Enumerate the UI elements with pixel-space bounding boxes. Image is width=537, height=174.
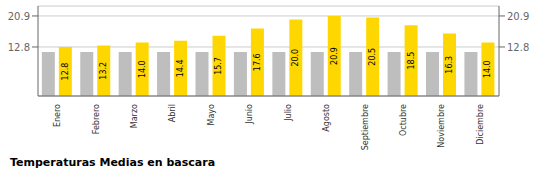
- svg-text:17.6: 17.6: [253, 53, 262, 71]
- svg-text:Noviembre: Noviembre: [437, 104, 446, 148]
- svg-text:12.8: 12.8: [507, 42, 529, 53]
- svg-text:20.9: 20.9: [507, 11, 529, 22]
- svg-text:Abril: Abril: [168, 104, 177, 122]
- svg-text:Marzo: Marzo: [130, 104, 139, 128]
- svg-text:15.7: 15.7: [215, 57, 224, 75]
- svg-text:14.0: 14.0: [483, 60, 492, 78]
- svg-text:Diciembre: Diciembre: [476, 104, 485, 145]
- svg-text:Mayo: Mayo: [207, 104, 216, 126]
- svg-text:Agosto: Agosto: [322, 104, 331, 132]
- svg-text:Julio: Julio: [284, 104, 293, 122]
- svg-text:20.0: 20.0: [291, 49, 300, 67]
- svg-text:13.2: 13.2: [99, 62, 108, 80]
- svg-text:Octubre: Octubre: [399, 104, 408, 136]
- svg-text:18.5: 18.5: [407, 52, 416, 70]
- svg-text:20.9: 20.9: [330, 47, 339, 65]
- svg-text:14.0: 14.0: [138, 60, 147, 78]
- svg-text:Febrero: Febrero: [92, 104, 101, 134]
- svg-text:12.8: 12.8: [8, 42, 30, 53]
- svg-text:Junio: Junio: [245, 104, 254, 125]
- svg-text:14.4: 14.4: [176, 60, 185, 78]
- svg-text:20.9: 20.9: [8, 11, 30, 22]
- html-text:Temperaturas Medias en bascara: Temperaturas Medias en bascara: [10, 156, 216, 169]
- svg-text:16.3: 16.3: [445, 56, 454, 74]
- svg-text:Enero: Enero: [53, 104, 62, 127]
- svg-text:20.5: 20.5: [368, 48, 377, 66]
- svg-text:12.8: 12.8: [61, 63, 70, 81]
- svg-text:Septiembre: Septiembre: [361, 104, 370, 150]
